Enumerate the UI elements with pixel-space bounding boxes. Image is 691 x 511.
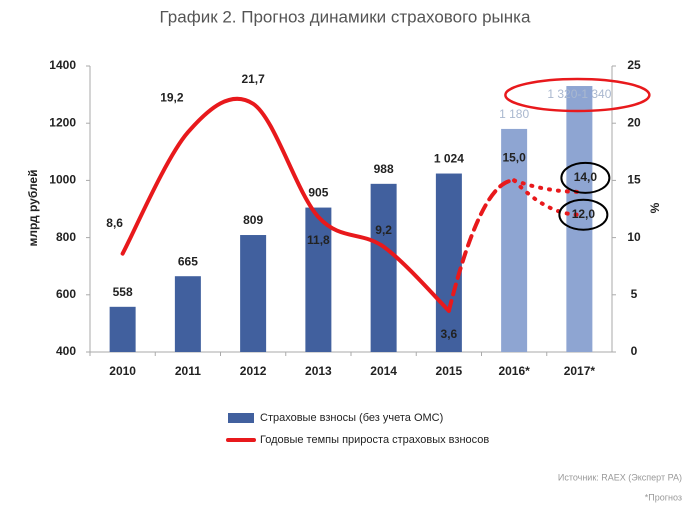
forecast-line (446, 178, 517, 313)
bar-value-label: 1 024 (434, 152, 464, 166)
x-tick-label: 2016* (498, 364, 530, 378)
highlight-ellipse (560, 161, 611, 194)
y2-tick-label: 10 (627, 230, 641, 244)
y2-tick-label: 25 (627, 58, 641, 72)
bar (109, 306, 136, 352)
y-tick-label: 1400 (49, 58, 76, 72)
line-value-label: 19,2 (160, 91, 184, 105)
y2-tick-label: 5 (631, 287, 638, 301)
bar (566, 86, 593, 353)
bar (501, 128, 528, 352)
y-tick-label: 1000 (49, 173, 76, 187)
note: *Прогноз (645, 492, 682, 502)
bar (240, 235, 267, 352)
line-value-label: 3,6 (441, 327, 458, 341)
bar-value-label: 905 (308, 186, 328, 200)
x-tick-label: 2017* (564, 364, 596, 378)
bar (174, 276, 201, 352)
line-value-label: 11,8 (307, 233, 330, 247)
bar (370, 183, 397, 352)
y2-tick-label: 0 (631, 344, 638, 358)
y-axis-label: млрд рублей (26, 170, 40, 247)
x-tick-label: 2010 (109, 364, 136, 378)
line (120, 96, 451, 313)
chart-title: График 2. Прогноз динамики страхового ры… (160, 7, 531, 26)
y-tick-label: 800 (56, 230, 76, 244)
bar-value-label: 1 320-1 340 (547, 87, 611, 101)
bar-value-label: 1 180 (499, 107, 529, 121)
line-value-label: 21,7 (241, 72, 265, 86)
line-value-label: 14,0 (574, 170, 598, 184)
line-value-label: 12,0 (572, 207, 596, 221)
x-tick-label: 2015 (436, 364, 463, 378)
line-value-label: 15,0 (502, 151, 526, 165)
bar (305, 207, 332, 352)
bar-value-label: 988 (374, 162, 394, 176)
x-tick-label: 2014 (370, 364, 397, 378)
legend-label: Годовые темпы прироста страховых взносов (260, 434, 489, 446)
bar-value-label: 665 (178, 254, 198, 268)
y-tick-label: 600 (56, 287, 76, 301)
x-tick-label: 2011 (175, 364, 201, 378)
y-tick-label: 1200 (49, 115, 76, 129)
y2-tick-label: 15 (627, 173, 641, 187)
y-tick-label: 400 (56, 344, 76, 358)
y2-tick-label: 20 (627, 115, 641, 129)
bar-value-label: 809 (243, 213, 263, 227)
bar-value-label: 558 (113, 285, 133, 299)
line-value-label: 8,6 (106, 216, 123, 230)
legend-label: Страховые взносы (без учета ОМС) (260, 412, 443, 424)
bar (435, 173, 462, 352)
x-tick-label: 2013 (305, 364, 332, 378)
legend-swatch (228, 413, 254, 423)
y2-axis-label: % (648, 202, 662, 213)
forecast-line-alt (512, 178, 582, 217)
line-value-label: 9,2 (375, 223, 392, 237)
highlight-ellipse (558, 198, 609, 231)
source: Источник: RAEX (Эксперт РА) (558, 472, 682, 482)
highlight-ellipse (504, 77, 651, 113)
x-tick-label: 2012 (240, 364, 267, 378)
